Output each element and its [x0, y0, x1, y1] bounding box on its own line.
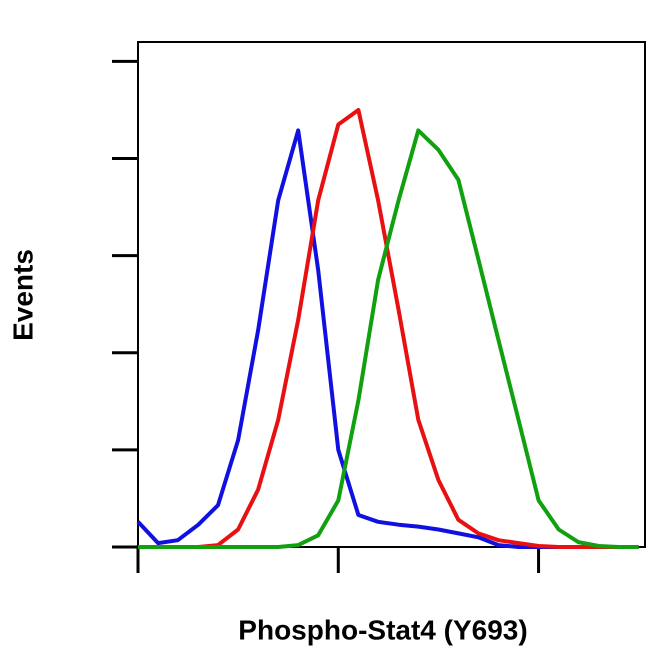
- plot-frame: [137, 41, 646, 548]
- series-line: [138, 128, 639, 549]
- series-line: [138, 108, 639, 549]
- x-axis-label: Phospho-Stat4 (Y693): [238, 614, 527, 645]
- y-axis-label: Events: [7, 249, 38, 341]
- series-line: [136, 128, 639, 549]
